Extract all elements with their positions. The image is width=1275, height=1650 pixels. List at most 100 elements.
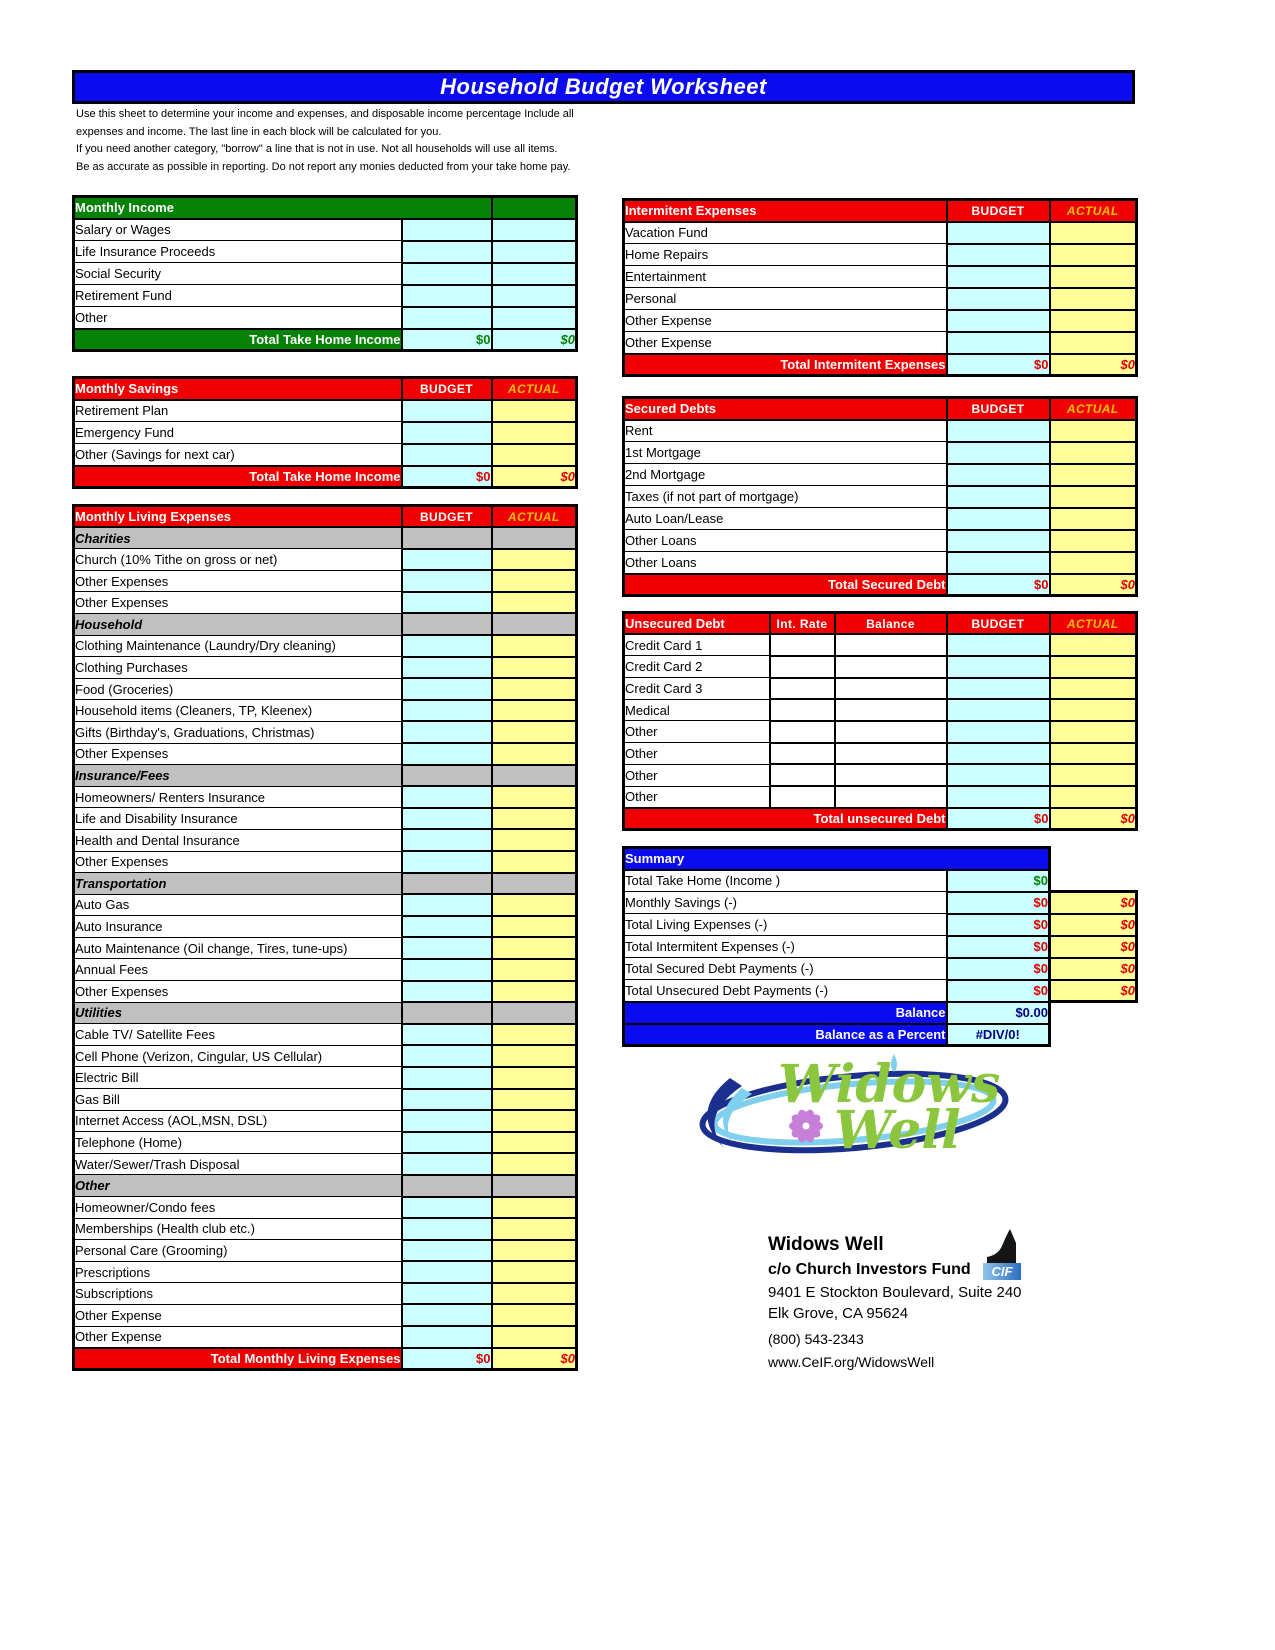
- budget-input-cell[interactable]: [400, 698, 493, 723]
- actual-input-cell[interactable]: [490, 806, 578, 831]
- actual-input-cell[interactable]: [490, 720, 578, 745]
- actual-input-cell[interactable]: [1048, 528, 1138, 553]
- balance-input-cell[interactable]: [833, 698, 948, 722]
- budget-input-cell[interactable]: [400, 1044, 493, 1068]
- int-rate-input-cell[interactable]: [768, 785, 836, 809]
- actual-input-cell[interactable]: [490, 217, 578, 242]
- budget-input-cell[interactable]: [400, 1281, 493, 1306]
- budget-input-cell[interactable]: [945, 528, 1051, 553]
- actual-input-cell[interactable]: [490, 239, 578, 264]
- budget-input-cell[interactable]: [945, 550, 1051, 575]
- budget-input-cell[interactable]: [945, 264, 1051, 289]
- int-rate-input-cell[interactable]: [768, 698, 836, 722]
- budget-input-cell[interactable]: [400, 806, 493, 831]
- budget-input-cell[interactable]: [400, 261, 493, 286]
- budget-input-cell[interactable]: [945, 484, 1051, 509]
- actual-input-cell[interactable]: [1048, 440, 1138, 465]
- budget-input-cell[interactable]: [400, 655, 493, 680]
- actual-input-cell[interactable]: [490, 677, 578, 701]
- actual-input-cell[interactable]: [490, 1152, 578, 1176]
- actual-input-cell[interactable]: [1048, 698, 1138, 722]
- int-rate-input-cell[interactable]: [768, 633, 836, 657]
- budget-input-cell[interactable]: [400, 283, 493, 308]
- budget-input-cell[interactable]: [400, 547, 493, 572]
- balance-input-cell[interactable]: [833, 719, 948, 744]
- budget-input-cell[interactable]: [400, 1087, 493, 1112]
- actual-input-cell[interactable]: [490, 1281, 578, 1306]
- actual-input-cell[interactable]: [1048, 418, 1138, 443]
- actual-input-cell[interactable]: [490, 893, 578, 917]
- actual-input-cell[interactable]: [490, 1130, 578, 1155]
- budget-input-cell[interactable]: [400, 785, 493, 809]
- actual-input-cell[interactable]: [490, 850, 578, 874]
- budget-input-cell[interactable]: [945, 763, 1051, 787]
- actual-input-cell[interactable]: [1048, 633, 1138, 657]
- budget-input-cell[interactable]: [400, 1238, 493, 1263]
- actual-input-cell[interactable]: [490, 655, 578, 680]
- actual-input-cell[interactable]: [1048, 763, 1138, 787]
- actual-input-cell[interactable]: [490, 547, 578, 572]
- budget-input-cell[interactable]: [945, 462, 1051, 487]
- actual-input-cell[interactable]: [1048, 220, 1138, 245]
- budget-input-cell[interactable]: [945, 698, 1051, 722]
- actual-input-cell[interactable]: [490, 828, 578, 852]
- actual-input-cell[interactable]: [490, 1217, 578, 1241]
- actual-input-cell[interactable]: [490, 420, 578, 445]
- actual-input-cell[interactable]: [1048, 462, 1138, 487]
- budget-input-cell[interactable]: [400, 677, 493, 701]
- budget-input-cell[interactable]: [945, 418, 1051, 443]
- budget-input-cell[interactable]: [400, 893, 493, 917]
- int-rate-input-cell[interactable]: [768, 676, 836, 701]
- actual-input-cell[interactable]: [490, 979, 578, 1004]
- budget-input-cell[interactable]: [400, 828, 493, 852]
- balance-input-cell[interactable]: [833, 654, 948, 679]
- actual-input-cell[interactable]: [490, 936, 578, 960]
- actual-input-cell[interactable]: [490, 634, 578, 658]
- budget-input-cell[interactable]: [400, 239, 493, 264]
- budget-input-cell[interactable]: [945, 440, 1051, 465]
- actual-input-cell[interactable]: [490, 785, 578, 809]
- budget-input-cell[interactable]: [400, 1260, 493, 1284]
- balance-input-cell[interactable]: [833, 741, 948, 766]
- actual-input-cell[interactable]: [490, 1044, 578, 1068]
- budget-input-cell[interactable]: [400, 1217, 493, 1241]
- budget-input-cell[interactable]: [400, 720, 493, 745]
- actual-input-cell[interactable]: [1048, 719, 1138, 744]
- actual-input-cell[interactable]: [1048, 654, 1138, 679]
- budget-input-cell[interactable]: [400, 1109, 493, 1133]
- actual-input-cell[interactable]: [1048, 242, 1138, 267]
- actual-input-cell[interactable]: [490, 1325, 578, 1349]
- actual-input-cell[interactable]: [490, 1065, 578, 1090]
- budget-input-cell[interactable]: [400, 217, 493, 242]
- actual-input-cell[interactable]: [490, 398, 578, 423]
- budget-input-cell[interactable]: [400, 1195, 493, 1220]
- actual-input-cell[interactable]: [490, 1303, 578, 1328]
- budget-input-cell[interactable]: [400, 305, 493, 330]
- budget-input-cell[interactable]: [400, 936, 493, 960]
- budget-input-cell[interactable]: [945, 633, 1051, 657]
- actual-input-cell[interactable]: [490, 1195, 578, 1220]
- actual-input-cell[interactable]: [1048, 484, 1138, 509]
- budget-input-cell[interactable]: [400, 1152, 493, 1176]
- actual-input-cell[interactable]: [1048, 506, 1138, 531]
- budget-input-cell[interactable]: [400, 569, 493, 593]
- budget-input-cell[interactable]: [400, 979, 493, 1004]
- actual-input-cell[interactable]: [490, 914, 578, 939]
- budget-input-cell[interactable]: [945, 506, 1051, 531]
- actual-input-cell[interactable]: [490, 1109, 578, 1133]
- balance-input-cell[interactable]: [833, 763, 948, 787]
- actual-input-cell[interactable]: [490, 1022, 578, 1047]
- actual-input-cell[interactable]: [490, 742, 578, 766]
- budget-input-cell[interactable]: [945, 286, 1051, 311]
- actual-input-cell[interactable]: [490, 569, 578, 593]
- balance-input-cell[interactable]: [833, 676, 948, 701]
- actual-input-cell[interactable]: [490, 305, 578, 330]
- budget-input-cell[interactable]: [400, 850, 493, 874]
- budget-input-cell[interactable]: [945, 242, 1051, 267]
- actual-input-cell[interactable]: [490, 957, 578, 982]
- balance-input-cell[interactable]: [833, 785, 948, 809]
- budget-input-cell[interactable]: [400, 634, 493, 658]
- actual-input-cell[interactable]: [1048, 330, 1138, 355]
- budget-input-cell[interactable]: [400, 1325, 493, 1349]
- budget-input-cell[interactable]: [945, 741, 1051, 766]
